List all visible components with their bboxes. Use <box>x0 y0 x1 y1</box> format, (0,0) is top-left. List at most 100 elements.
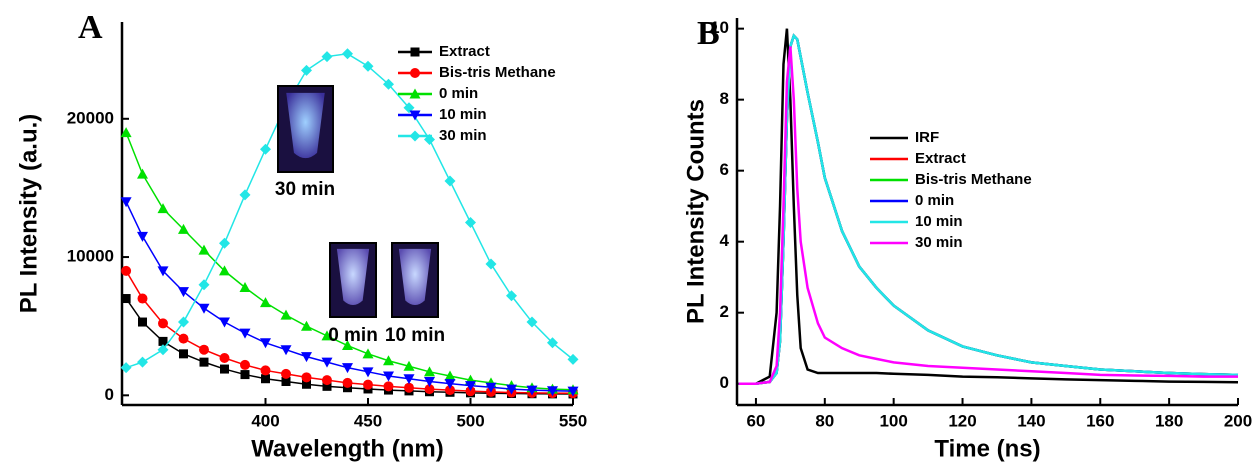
legend-marker <box>410 68 420 78</box>
marker <box>239 328 251 339</box>
x-axis-title: Wavelength (nm) <box>251 435 443 462</box>
series-line <box>738 33 1239 385</box>
marker <box>157 266 169 277</box>
x-tick-label: 550 <box>559 411 587 430</box>
inset-vial <box>336 248 370 306</box>
marker <box>137 168 148 179</box>
series-line <box>738 46 1238 385</box>
marker <box>281 376 291 386</box>
marker <box>198 303 210 314</box>
marker <box>424 384 435 395</box>
marker <box>158 336 168 346</box>
marker <box>526 316 538 328</box>
marker <box>383 371 394 382</box>
y-tick-label: 4 <box>720 231 730 250</box>
legend-label: Extract <box>915 150 966 167</box>
marker <box>280 309 292 320</box>
marker <box>137 293 148 304</box>
marker <box>465 216 476 228</box>
marker <box>362 367 374 378</box>
panel-label: B <box>697 15 720 52</box>
marker <box>219 237 230 249</box>
marker <box>120 127 132 138</box>
marker <box>322 375 332 386</box>
marker <box>260 297 271 308</box>
marker <box>198 279 210 291</box>
marker <box>342 377 353 388</box>
y-tick-label: 20000 <box>67 108 114 127</box>
marker <box>198 244 210 255</box>
panel-label: A <box>78 9 103 46</box>
marker <box>362 348 374 359</box>
marker <box>199 344 209 355</box>
legend-marker <box>409 130 421 142</box>
marker <box>506 290 517 302</box>
marker <box>424 366 435 377</box>
series-line <box>738 33 1239 385</box>
x-tick-label: 100 <box>879 411 907 430</box>
marker <box>260 338 271 349</box>
marker <box>178 287 189 298</box>
marker <box>342 340 353 351</box>
marker <box>342 363 353 374</box>
y-tick-label: 10 <box>710 18 729 37</box>
marker <box>179 349 188 359</box>
legend-marker <box>409 88 421 99</box>
x-axis-title: Time (ns) <box>934 435 1040 462</box>
x-tick-label: 450 <box>354 411 382 430</box>
marker <box>567 386 579 397</box>
marker <box>322 381 332 391</box>
marker <box>444 370 456 381</box>
x-tick-label: 400 <box>251 411 279 430</box>
marker <box>445 385 455 396</box>
marker <box>157 203 169 214</box>
x-tick-label: 180 <box>1155 411 1183 430</box>
marker <box>137 356 148 368</box>
y-tick-label: 0 <box>105 385 114 404</box>
marker <box>261 374 270 384</box>
marker <box>220 364 229 374</box>
x-tick-label: 80 <box>815 411 834 430</box>
inset-label: 0 min <box>328 325 378 346</box>
series-line <box>125 53 574 369</box>
x-tick-label: 200 <box>1224 411 1252 430</box>
marker <box>260 143 271 155</box>
marker <box>240 359 250 370</box>
inset-vial <box>398 248 432 306</box>
series-line <box>738 33 1239 385</box>
marker <box>178 316 189 328</box>
legend-label: 0 min <box>439 85 478 102</box>
marker <box>342 48 353 60</box>
x-tick-label: 60 <box>746 411 765 430</box>
legend-label: 30 min <box>439 127 487 144</box>
y-axis-title: PL Intensity (a.u.) <box>15 114 42 314</box>
x-tick-label: 140 <box>1017 411 1045 430</box>
legend-label: Bis-tris Methane <box>915 171 1032 188</box>
marker <box>404 382 414 393</box>
marker <box>199 357 209 367</box>
marker <box>383 355 394 366</box>
legend-label: Extract <box>439 43 490 60</box>
marker <box>301 64 312 76</box>
marker <box>301 372 312 383</box>
marker <box>465 381 476 392</box>
marker <box>485 382 497 393</box>
y-tick-label: 0 <box>720 373 729 392</box>
marker <box>506 384 517 395</box>
y-tick-label: 8 <box>720 89 729 108</box>
series-line <box>738 33 1239 385</box>
legend-label: 0 min <box>915 192 954 209</box>
legend-label: 30 min <box>915 234 963 251</box>
marker <box>157 344 169 356</box>
marker <box>121 294 131 304</box>
marker <box>363 379 373 390</box>
marker <box>281 368 291 379</box>
marker <box>158 318 168 329</box>
y-tick-label: 6 <box>720 160 729 179</box>
marker <box>444 379 456 390</box>
y-tick-label: 10000 <box>67 247 114 266</box>
inset-vial <box>286 92 325 159</box>
marker <box>526 385 538 396</box>
inset-label: 10 min <box>385 325 445 346</box>
